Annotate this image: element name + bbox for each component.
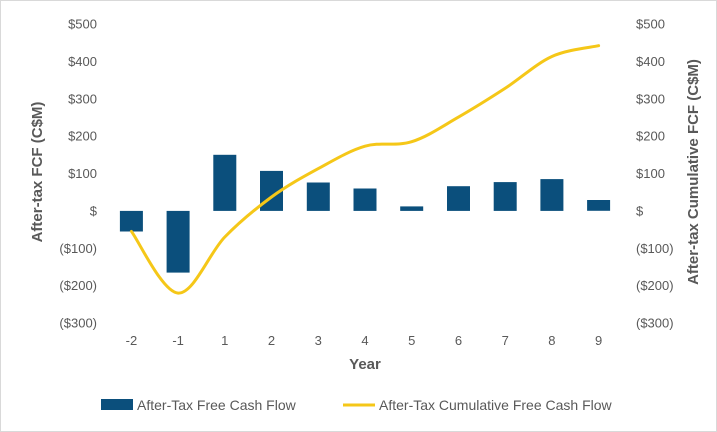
y-tick-label: $300 — [68, 91, 97, 106]
right-axis-ticks: $500 $400 $300 $200 $100 $ ($100) ($200) ($300) — [636, 17, 674, 331]
y2-tick-label: $ — [636, 203, 644, 218]
y-tick-label: ($100) — [59, 241, 97, 256]
x-tick-label: 1 — [221, 333, 228, 348]
x-tick-label: 7 — [502, 333, 509, 348]
bar — [213, 154, 237, 211]
x-tick-label: 4 — [361, 333, 368, 348]
bar-series — [119, 154, 611, 273]
x-tick-label: 2 — [268, 333, 275, 348]
y2-tick-label: $300 — [636, 91, 665, 106]
y-axis-title: After-tax FCF (C$M) — [29, 102, 46, 243]
cumulative-line — [129, 44, 601, 295]
x-tick-label: 5 — [408, 333, 415, 348]
y2-tick-label: $500 — [636, 17, 665, 32]
legend-swatch-bar — [101, 399, 133, 410]
y-tick-label: ($200) — [59, 278, 97, 293]
x-tick-label: 6 — [455, 333, 462, 348]
y2-tick-label: $400 — [636, 54, 665, 69]
bar — [166, 210, 190, 273]
y2-axis-title: After-tax Cumulative FCF (C$M) — [685, 59, 702, 285]
bar — [306, 182, 330, 211]
y-tick-label: $200 — [68, 129, 97, 144]
y-tick-label: $500 — [68, 17, 97, 32]
left-axis-ticks: $500 $400 $300 $200 $100 $ ($100) ($200) ($300) — [59, 17, 97, 331]
x-axis-title: Year — [349, 356, 381, 373]
y2-tick-label: $100 — [636, 166, 665, 181]
y-tick-label: $400 — [68, 54, 97, 69]
y2-tick-label: $200 — [636, 129, 665, 144]
bar — [540, 179, 564, 211]
y2-tick-label: ($100) — [636, 241, 674, 256]
bar — [493, 182, 517, 211]
x-tick-label: 9 — [595, 333, 602, 348]
x-tick-label: -1 — [172, 333, 184, 348]
y2-tick-label: ($200) — [636, 278, 674, 293]
x-axis-ticks: -2 -1 1 2 3 4 5 6 7 8 9 — [126, 333, 603, 348]
legend-label-line: After-Tax Cumulative Free Cash Flow — [379, 397, 613, 413]
x-tick-label: 3 — [315, 333, 322, 348]
x-tick-label: -2 — [126, 333, 138, 348]
legend-label-bar: After-Tax Free Cash Flow — [137, 397, 297, 413]
y2-tick-label: ($300) — [636, 316, 674, 331]
bar — [587, 200, 611, 211]
y-tick-label: ($300) — [59, 316, 97, 331]
bar — [119, 210, 143, 232]
x-tick-label: 8 — [548, 333, 555, 348]
legend: After-Tax Free Cash Flow After-Tax Cumul… — [101, 397, 613, 413]
bar — [400, 206, 424, 211]
bar — [353, 188, 377, 211]
y-tick-label: $100 — [68, 166, 97, 181]
y-tick-label: $ — [90, 203, 98, 218]
bar — [447, 186, 470, 211]
